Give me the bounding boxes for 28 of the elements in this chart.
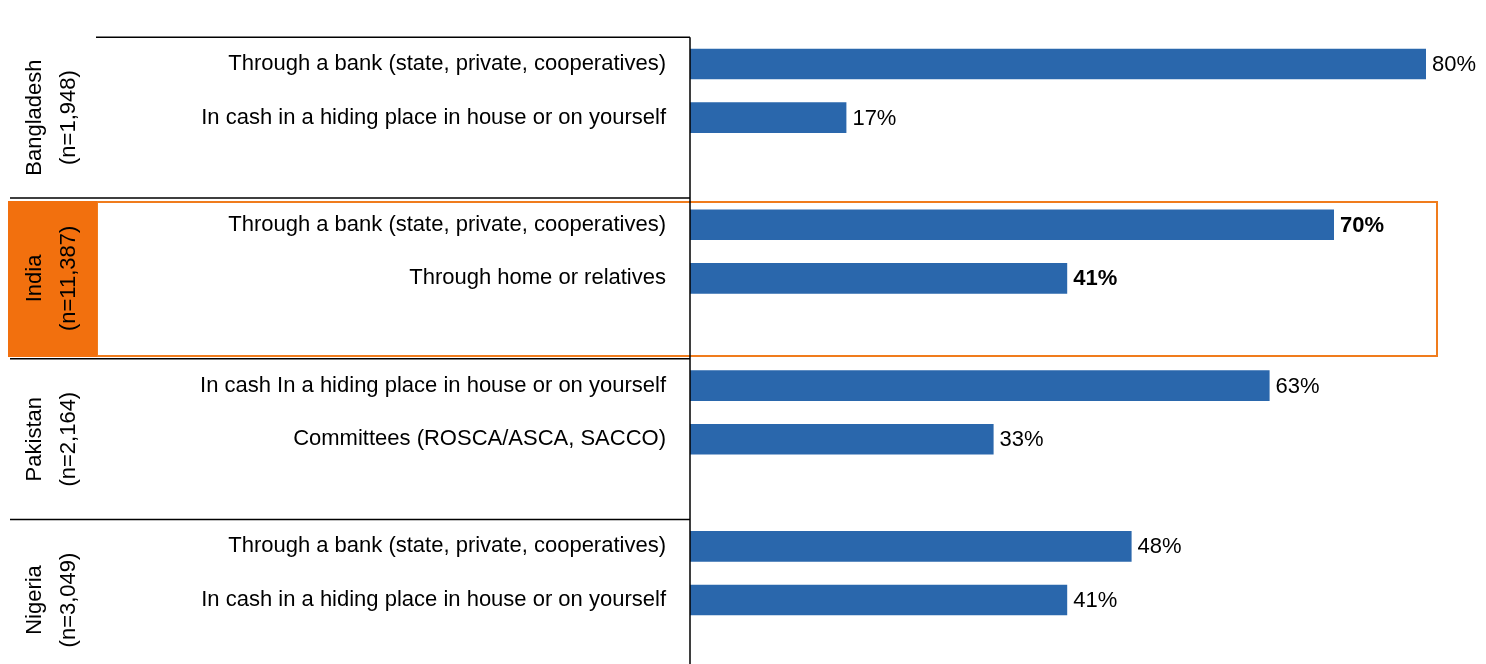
bar: [690, 263, 1068, 294]
data-label: 41%: [1073, 587, 1118, 613]
bar: [690, 209, 1334, 241]
data-label: 63%: [1275, 372, 1320, 398]
data-label: 70%: [1340, 211, 1385, 237]
y-tick-label: In cash in a hiding place in house or on yourself: [201, 103, 667, 129]
data-label: 48%: [1137, 533, 1182, 559]
bar: [690, 48, 1426, 80]
bar: [690, 531, 1132, 562]
data-label: 41%: [1073, 265, 1118, 291]
y-tick-label: Through home or relatives: [409, 264, 666, 290]
text: India (n=11,387): [21, 225, 81, 332]
data-label: 17%: [852, 104, 897, 130]
y-tick-label: In cash in a hiding place in house or on yourself: [201, 586, 667, 612]
bar: [690, 370, 1270, 401]
data-label: 33%: [999, 426, 1044, 452]
y-tick-label: Through a bank (state, private, cooperatives): [228, 210, 666, 236]
bar: [690, 423, 994, 455]
y-tick-label: Committees (ROSCA/ASCA, SACCO): [293, 425, 666, 451]
text: Nigeria (n=3,049): [21, 552, 81, 648]
text: Pakistan (n=2,164): [21, 391, 81, 487]
y-tick-label: Through a bank (state, private, cooperatives): [228, 532, 666, 558]
text: Bangladesh (n=1,948): [21, 59, 81, 176]
bar: [690, 102, 847, 133]
y-tick-label: In cash In a hiding place in house or on yourself: [200, 371, 667, 397]
y-tick-label: Through a bank (state, private, cooperatives): [228, 50, 666, 76]
data-label: 80%: [1432, 51, 1477, 77]
bar: [690, 584, 1068, 616]
